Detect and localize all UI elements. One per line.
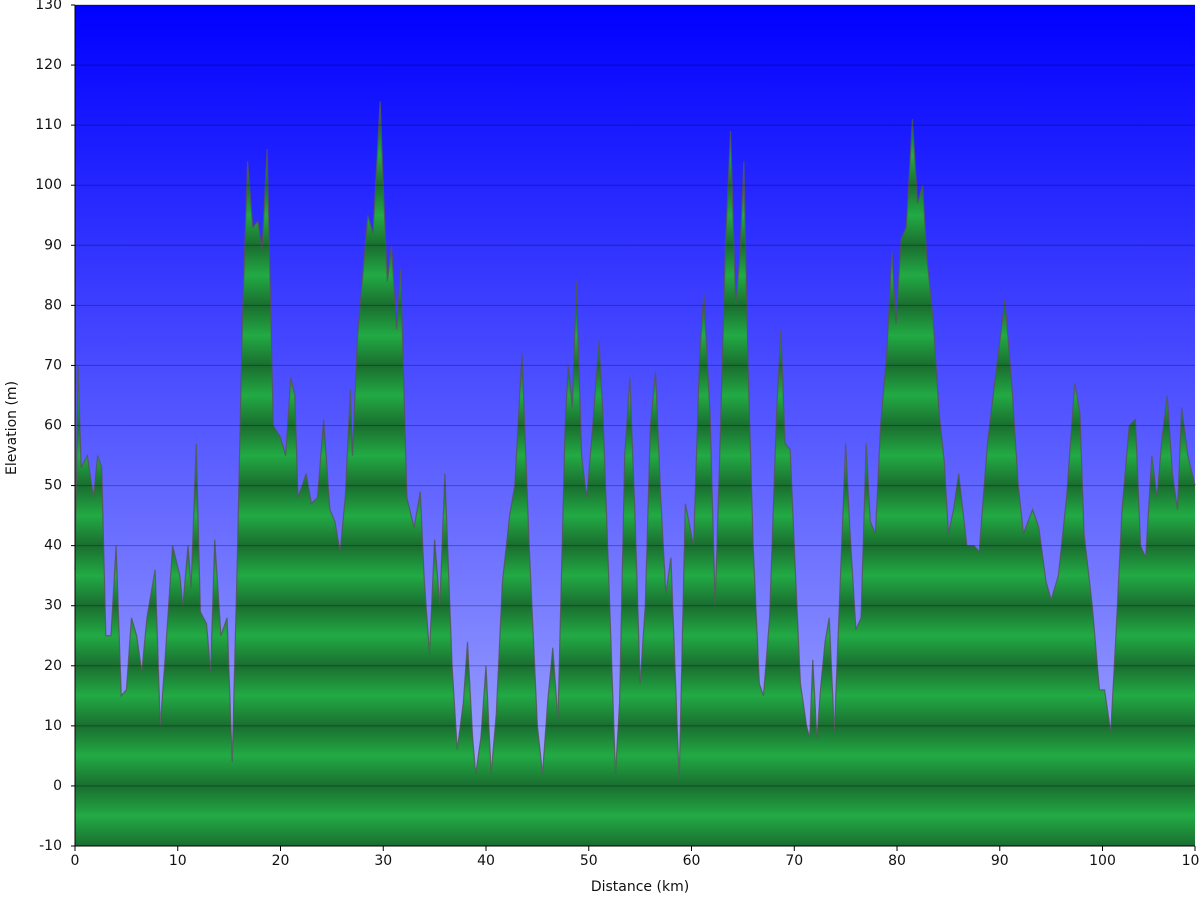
y-tick-label: 50 (44, 478, 62, 494)
y-tick-label: 40 (44, 538, 62, 554)
x-tick-label: 30 (374, 853, 392, 869)
y-tick-label: 80 (44, 297, 62, 313)
y-tick-label: 20 (44, 658, 62, 674)
y-tick-label: 0 (53, 778, 62, 794)
y-axis-label: Elevation (m) (4, 381, 20, 475)
y-tick-label: 70 (44, 357, 62, 373)
x-tick-label: 0 (71, 853, 80, 869)
elevation-area (75, 101, 1195, 847)
x-tick-label: 100 (1089, 853, 1116, 869)
x-tick-label: 50 (580, 853, 598, 869)
y-tick-label: 60 (44, 418, 62, 434)
x-tick-label: 40 (477, 853, 495, 869)
y-tick-label: 110 (35, 117, 62, 133)
x-tick-label: 10 (169, 853, 187, 869)
x-tick-label: 80 (888, 853, 906, 869)
x-tick-label: 20 (272, 853, 290, 869)
y-tick-label: 10 (44, 718, 62, 734)
y-tick-label: 130 (35, 0, 62, 13)
y-tick-label: 30 (44, 598, 62, 614)
x-tick-label: 60 (683, 853, 701, 869)
y-tick-label: 90 (44, 237, 62, 253)
x-tick-label: 109 (1182, 853, 1200, 869)
x-axis-label: Distance (km) (591, 879, 689, 895)
x-tick-label: 70 (785, 853, 803, 869)
y-tick-label: -10 (39, 838, 62, 854)
y-tick-label: 120 (35, 57, 62, 73)
elevation-line (74, 101, 1196, 780)
x-tick-label: 90 (991, 853, 1009, 869)
y-tick-label: 100 (35, 177, 62, 193)
